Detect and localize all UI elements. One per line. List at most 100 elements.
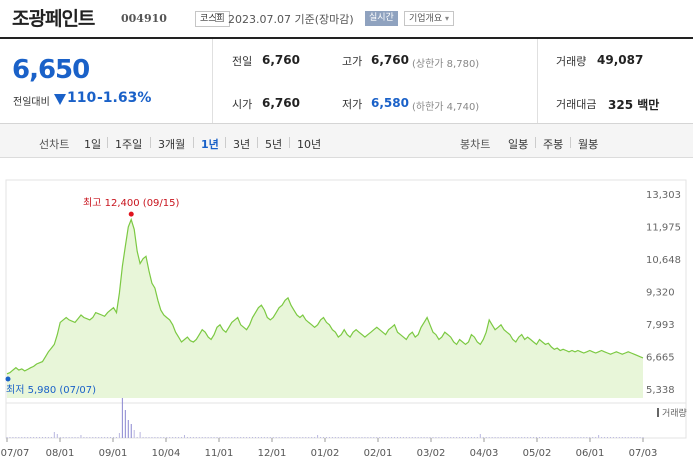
volume-bar <box>71 437 73 438</box>
volume-bar <box>388 437 390 438</box>
volume-bar <box>453 437 455 438</box>
volume-bar <box>450 437 452 438</box>
period-10y[interactable]: 10년 <box>297 138 322 151</box>
volume-bar <box>95 437 97 438</box>
period-1w[interactable]: 1주일 <box>115 138 143 151</box>
volume-bar <box>485 437 487 438</box>
volume-bar <box>15 437 17 438</box>
open-label: 시가 <box>232 98 253 111</box>
x-tick-label: 05/02 <box>523 448 552 459</box>
y-tick-label: 9,320 <box>646 288 675 299</box>
period-1y[interactable]: 1년 <box>201 138 219 151</box>
y-tick-label: 7,993 <box>646 320 675 331</box>
volume-bar <box>583 437 585 438</box>
candle-daily[interactable]: 일봉 <box>508 138 529 151</box>
volume-bar <box>491 437 493 438</box>
high-label: 고가 <box>342 55 363 68</box>
volume-bar <box>311 437 313 438</box>
volume-bar <box>68 437 70 438</box>
y-tick-label: 10,648 <box>646 255 681 266</box>
y-tick-label: 6,665 <box>646 353 675 364</box>
volume-bar <box>320 437 322 438</box>
volume-bar <box>59 437 61 438</box>
date-text: 2023.07.07 기준(장마감) <box>228 13 354 26</box>
candle-weekly[interactable]: 주봉 <box>543 138 564 151</box>
x-tick-label: 07/07 <box>1 448 30 459</box>
volume-bar <box>402 437 404 438</box>
volume-bar <box>189 437 191 438</box>
volume-bar <box>178 437 180 438</box>
volume-bar <box>50 437 52 438</box>
volume-bar <box>183 435 185 438</box>
volume-bar <box>47 437 49 438</box>
volume-bar <box>275 437 277 438</box>
volume-bar <box>432 437 434 438</box>
volume-bar <box>207 437 209 438</box>
volume-bar <box>86 437 88 438</box>
volume-bar <box>382 437 384 438</box>
chart-grid <box>5 179 687 439</box>
volume-bar <box>121 398 123 438</box>
price-area <box>7 219 643 398</box>
separator <box>570 137 571 148</box>
volume-bar <box>352 437 354 438</box>
volume-bar <box>512 437 514 438</box>
volume-bar <box>340 437 342 438</box>
volume-bar <box>609 437 611 438</box>
volume-bar <box>252 437 254 438</box>
period-3m[interactable]: 3개월 <box>158 138 186 151</box>
volume-bar <box>358 437 360 438</box>
separator <box>289 137 290 148</box>
calendar-icon <box>215 13 224 22</box>
volume-bar <box>166 437 168 438</box>
volume-bar <box>592 437 594 438</box>
volume-bar <box>92 437 94 438</box>
volume-bar <box>302 437 304 438</box>
volume-bar <box>509 437 511 438</box>
period-5y[interactable]: 5년 <box>265 138 283 151</box>
volume-bar <box>198 437 200 438</box>
company-info-button[interactable]: 기업개요 ▾ <box>404 11 455 26</box>
volume-bar <box>547 437 549 438</box>
volume-bar <box>527 437 529 438</box>
volume-bar <box>269 437 271 438</box>
lower-limit: (하한가 4,740) <box>412 102 480 113</box>
price-panel <box>0 39 693 124</box>
volume-bar <box>589 437 591 438</box>
price-change: 110 <box>67 90 97 106</box>
volume-bar <box>44 437 46 438</box>
x-tick-label: 02/01 <box>364 448 393 459</box>
volume-bar <box>595 437 597 438</box>
volume-bar <box>536 437 538 438</box>
volume-bar <box>115 437 117 438</box>
volume-bar <box>435 437 437 438</box>
volume-bar <box>467 437 469 438</box>
change-label: 전일대비 <box>13 97 50 108</box>
volume-bar <box>160 437 162 438</box>
volume-bar <box>627 437 629 438</box>
volume-bar <box>249 437 251 438</box>
x-tick-label: 03/02 <box>417 448 446 459</box>
volume-bar <box>577 437 579 438</box>
volume-bar <box>541 437 543 438</box>
price-line <box>6 217 644 375</box>
volume-bar <box>346 437 348 438</box>
period-1d[interactable]: 1일 <box>84 138 102 151</box>
high-annotation: 최고 12,400 (09/15) <box>83 197 179 209</box>
volume-bar <box>305 437 307 438</box>
volume-bar <box>213 437 215 438</box>
volume-bar <box>612 437 614 438</box>
low-annotation: 최저 5,980 (07/07) <box>6 384 96 396</box>
volume-bar <box>426 437 428 438</box>
volume-bar <box>74 437 76 438</box>
volume-bar <box>314 437 316 438</box>
volume-bar <box>24 437 26 438</box>
plot-border <box>5 179 687 439</box>
volume-bar <box>385 437 387 438</box>
period-3y[interactable]: 3년 <box>233 138 251 151</box>
volume-bar <box>77 437 79 438</box>
volume-bar <box>479 434 481 438</box>
realtime-button[interactable]: 실시간 <box>365 11 398 26</box>
separator <box>257 137 258 148</box>
candle-monthly[interactable]: 월봉 <box>578 138 599 151</box>
